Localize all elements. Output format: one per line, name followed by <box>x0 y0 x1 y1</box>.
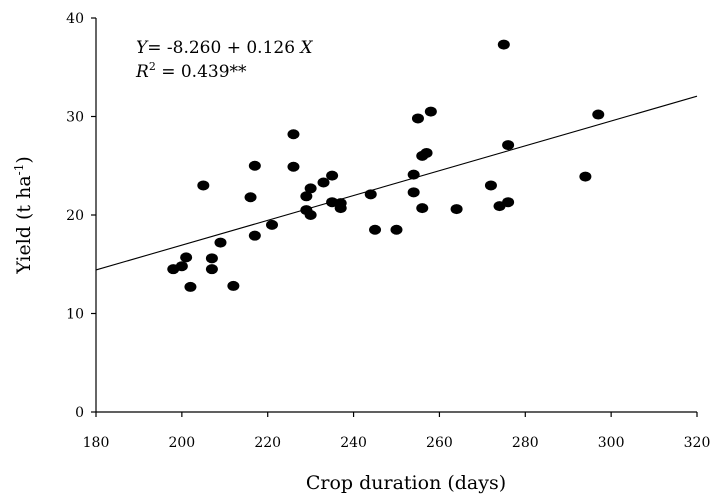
data-point <box>579 171 592 182</box>
data-point <box>266 219 279 230</box>
x-tick-label: 240 <box>340 435 367 451</box>
x-tick-label: 280 <box>512 435 539 451</box>
data-point <box>304 210 317 220</box>
data-point <box>369 224 382 235</box>
data-point <box>205 253 218 264</box>
data-point <box>390 224 403 235</box>
data-point <box>416 203 429 214</box>
data-point <box>300 191 313 202</box>
data-point <box>197 180 210 191</box>
data-point <box>334 203 347 214</box>
data-point <box>502 197 515 208</box>
x-tick-label: 320 <box>684 435 710 451</box>
data-point <box>287 161 300 172</box>
data-point <box>214 237 227 248</box>
x-tick-label: 180 <box>83 435 110 451</box>
data-point <box>497 39 510 50</box>
data-points <box>167 39 605 292</box>
data-point <box>304 183 317 194</box>
y-tick-label: 10 <box>66 307 84 323</box>
data-point <box>287 129 300 140</box>
regression-equation: Y= -8.260 + 0.126 X <box>136 38 313 58</box>
plot-area <box>95 95 698 271</box>
data-point <box>227 280 240 291</box>
x-axis: 180 200 220 240 260 280 300 320 <box>83 411 710 451</box>
data-point <box>484 180 497 191</box>
data-point <box>420 147 433 158</box>
data-point <box>407 187 420 198</box>
x-axis-title: Crop duration (days) <box>306 472 506 494</box>
y-axis-title: Yield (t ha-1) <box>12 156 35 275</box>
data-point <box>450 204 463 215</box>
data-point <box>411 113 424 124</box>
data-point <box>175 261 188 272</box>
data-point <box>326 170 339 181</box>
y-tick-label: 30 <box>66 110 84 126</box>
data-point <box>317 177 330 188</box>
y-tick-label: 40 <box>66 11 84 27</box>
data-point <box>180 252 193 263</box>
regression-line <box>95 95 698 271</box>
data-point <box>184 281 197 292</box>
r-squared-label: R2 = 0.439** <box>135 60 247 82</box>
data-point <box>407 169 420 180</box>
y-tick-label: 0 <box>75 405 84 421</box>
x-tick-label: 200 <box>168 435 195 451</box>
y-tick-label: 20 <box>66 208 84 224</box>
data-point <box>248 160 261 171</box>
x-tick-label: 300 <box>598 435 625 451</box>
x-tick-label: 260 <box>426 435 453 451</box>
x-tick-label: 220 <box>254 435 281 451</box>
data-point <box>205 264 218 275</box>
data-point <box>244 192 257 203</box>
y-axis: 0 10 20 30 40 <box>66 11 97 421</box>
data-point <box>592 109 605 120</box>
data-point <box>424 106 437 117</box>
data-point <box>364 189 377 200</box>
data-point <box>502 140 515 151</box>
data-point <box>248 230 261 241</box>
